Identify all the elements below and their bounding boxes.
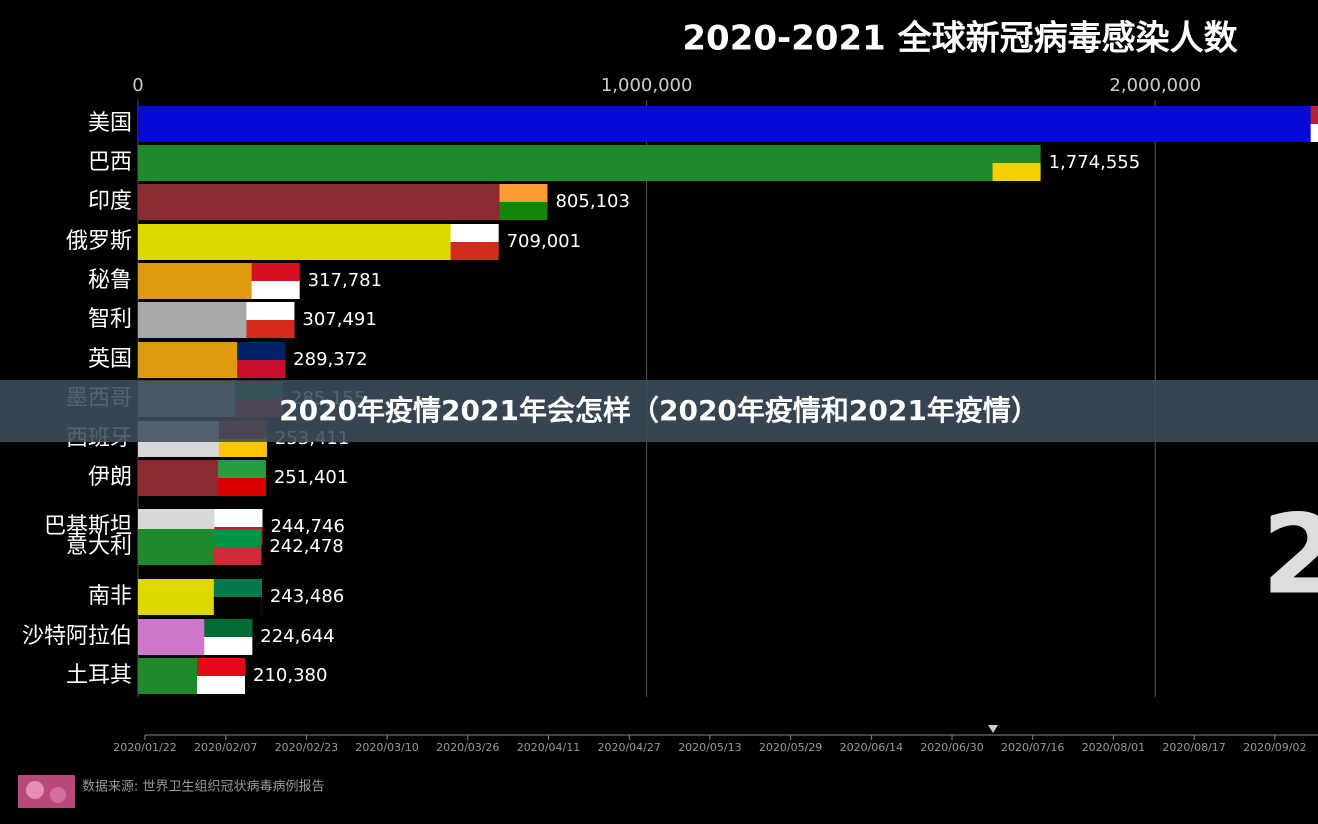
y-tick-label: 英国 [88,347,132,372]
y-tick-label: 秘鲁 [88,268,132,293]
flag [450,242,499,260]
timeline-label: 2020/09/02 [1243,741,1306,754]
y-tick-label: 巴西 [88,150,132,175]
timeline-label: 2020/03/26 [436,741,499,754]
flag [251,263,300,281]
flag [213,579,262,597]
flag [499,184,548,202]
chart-title: 2020-2021 全球新冠病毒感染人数 [682,19,1237,59]
timeline-label: 2020/08/17 [1162,741,1225,754]
caption-band [0,380,1318,442]
flag [246,302,295,320]
flag [237,342,286,360]
y-tick-label: 伊朗 [88,465,132,490]
timeline-label: 2020/05/13 [678,741,741,754]
y-tick-label: 南非 [88,584,132,609]
flag [237,360,286,378]
flag [214,509,263,527]
timeline-label: 2020/08/01 [1082,741,1145,754]
bar [138,224,499,260]
flag [1310,124,1318,142]
y-tick-label: 意大利 [66,534,132,559]
value-label: 244,746 [270,516,344,537]
flag [992,163,1041,181]
timeline-label: 2020/05/29 [759,741,822,754]
timeline-label: 2020/07/16 [1001,741,1064,754]
value-label: 709,001 [507,231,581,252]
y-tick-label: 土耳其 [66,663,132,688]
x-tick-label: 2,000,000 [1109,75,1201,96]
flag [217,460,266,478]
value-label: 1,774,555 [1049,152,1141,173]
flag [251,281,300,299]
timeline-label: 2020/02/23 [275,741,338,754]
value-label: 224,644 [260,626,334,647]
timeline-label: 2020/04/27 [597,741,660,754]
flag [213,597,262,615]
timeline-label: 2020/01/22 [113,741,176,754]
caption: 2020年疫情2021年会怎样（2020年疫情和2021年疫情） [279,394,1039,427]
timeline-label: 2020/03/10 [355,741,418,754]
flag [450,224,499,242]
bar [138,184,548,220]
flag [204,637,253,655]
flag [1310,106,1318,124]
flag [218,439,267,457]
y-tick-label: 巴基斯坦 [44,514,132,539]
x-tick-label: 0 [132,75,143,96]
y-tick-label: 美国 [88,111,132,136]
timeline-marker [988,725,998,733]
thumbnail-detail [50,787,66,803]
value-label: 805,103 [555,191,629,212]
thumbnail-detail [26,781,44,799]
value-label: 243,486 [270,586,344,607]
timeline-label: 2020/06/30 [920,741,983,754]
flag [197,676,246,694]
y-tick-label: 俄罗斯 [66,229,132,254]
flag [246,320,295,338]
flag [217,478,266,496]
value-label: 210,380 [253,665,327,686]
source: 数据来源: 世界卫生组织冠状病毒病例报告 [82,780,325,795]
value-label: 251,401 [274,467,348,488]
flag [213,529,262,547]
flag [213,547,262,565]
watermark: 2 [1262,490,1318,618]
flag [204,619,253,637]
value-label: 289,372 [293,349,367,370]
y-tick-label: 沙特阿拉伯 [22,624,132,649]
bar [138,106,1318,142]
value-label: 242,478 [269,536,343,557]
value-label: 307,491 [302,309,376,330]
bar [138,145,1041,181]
flag [197,658,246,676]
y-tick-label: 智利 [88,307,132,332]
timeline-label: 2020/04/11 [517,741,580,754]
flag [992,145,1041,163]
flag [499,202,548,220]
timeline-label: 2020/06/14 [840,741,903,754]
timeline-label: 2020/02/07 [194,741,257,754]
value-label: 317,781 [308,270,382,291]
y-tick-label: 印度 [88,189,132,214]
x-tick-label: 1,000,000 [601,75,693,96]
